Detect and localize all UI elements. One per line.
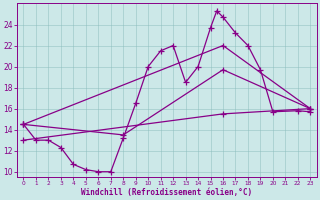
X-axis label: Windchill (Refroidissement éolien,°C): Windchill (Refroidissement éolien,°C) — [81, 188, 252, 197]
